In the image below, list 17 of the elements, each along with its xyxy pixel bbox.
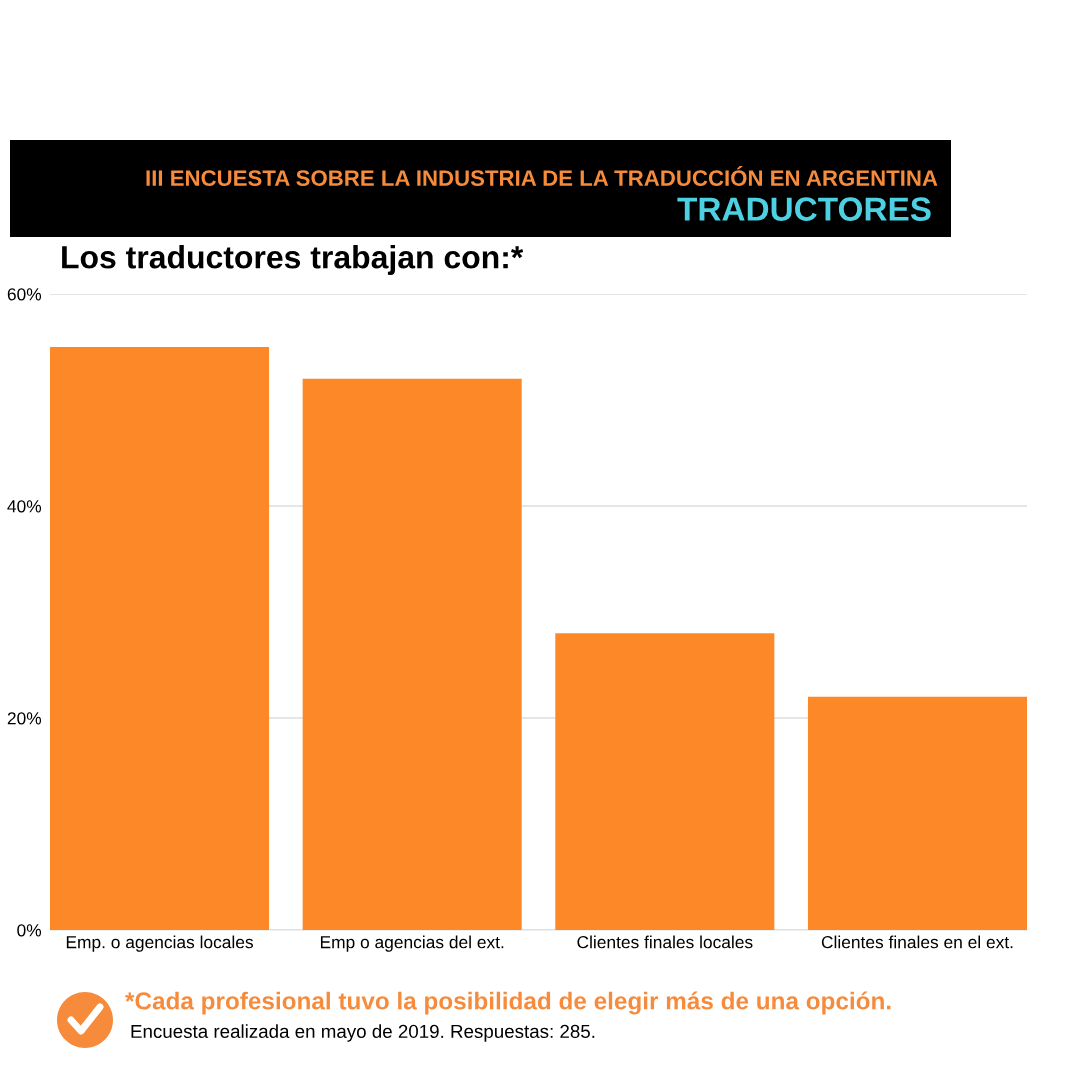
bar — [555, 633, 775, 930]
bar — [807, 696, 1027, 930]
y-tick-label: 60% — [7, 288, 42, 301]
bar — [50, 347, 270, 930]
x-tick-label: Clientes finales en el ext. — [821, 935, 1013, 949]
bar — [302, 378, 522, 930]
text: *Cada profesional tuvo la posibilidad de elegir más de una opción. — [125, 991, 891, 1015]
y-tick-label: 20% — [7, 712, 42, 725]
x-tick-label: Emp o agencias del ext. — [320, 935, 504, 952]
text: Los traductores trabajan con:* — [62, 245, 524, 275]
y-tick-label: 0% — [17, 924, 42, 937]
chart-subtitle: TRADUCTORES — [677, 197, 931, 221]
chart-title: III ENCUESTA SOBRE LA INDUSTRIA DE LA TRADUCCIÓN EN ARGENTINA — [146, 166, 938, 186]
y-tick-label: 40% — [7, 500, 42, 513]
text: Encuesta realizada en mayo de 2019. Respuestas: 285. — [131, 1024, 595, 1042]
x-tick-label: Emp. o agencias locales — [66, 935, 253, 952]
x-tick-label: Clientes finales locales — [577, 935, 753, 949]
